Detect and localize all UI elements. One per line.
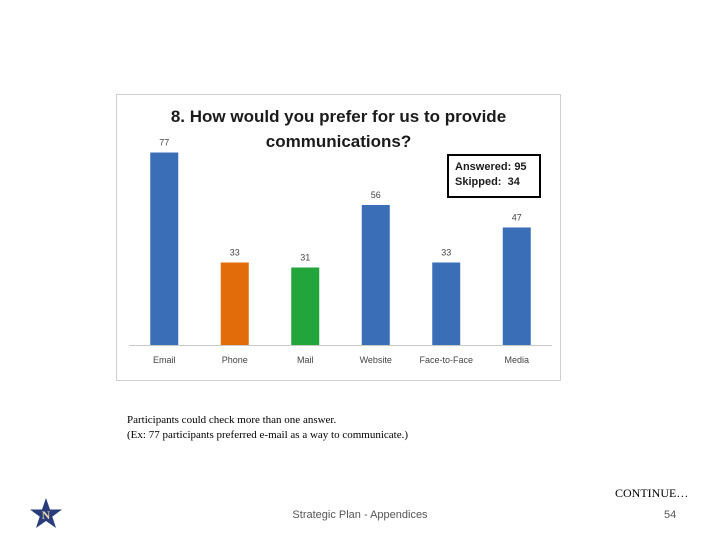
chart-title-line-1: 8. How would you prefer for us to provid… (170, 107, 507, 126)
category-label: Website (360, 355, 392, 365)
note-line-1: Participants could check more than one a… (127, 414, 337, 426)
data-label: 56 (371, 190, 381, 200)
category-label: Phone (222, 355, 248, 365)
answered-value: 95 (514, 161, 527, 173)
category-label: Face-to-Face (419, 355, 473, 365)
category-label: Mail (297, 355, 314, 365)
star-icon: N (30, 498, 62, 528)
bar-phone (220, 262, 249, 345)
bar-face-to-face (432, 262, 461, 345)
answered-label: Answered: (455, 161, 512, 173)
chart-frame: 8. How would you prefer for us to provid… (116, 94, 561, 381)
chart-title-line-2: communications? (265, 132, 412, 151)
bar-website (361, 205, 390, 345)
chart-notes: Participants could check more than one a… (127, 413, 408, 443)
bar-media (502, 227, 531, 345)
note-line-2: (Ex: 77 participants preferred e-mail as… (127, 429, 408, 441)
skipped-label: Skipped: (455, 176, 502, 188)
stats-box: Answered: 95 Skipped: 34 (447, 154, 541, 198)
category-label: Email (153, 355, 176, 365)
bar-chart: 77 Email 33 Phone 31 Mail 56 Website 33 Face-to-F… (129, 138, 552, 365)
skipped-value: 34 (507, 176, 520, 188)
logo-letter: N (42, 508, 51, 522)
continue-label: CONTINUE… (615, 486, 689, 500)
bar-email (150, 152, 179, 345)
data-label: 33 (441, 248, 451, 258)
data-label: 47 (512, 213, 522, 223)
category-label: Media (504, 355, 529, 365)
bar-mail (291, 267, 320, 345)
footer-text: Strategic Plan - Appendices (292, 509, 428, 521)
data-label: 77 (159, 138, 169, 148)
page-number: 54 (664, 509, 677, 521)
data-label: 33 (230, 248, 240, 258)
data-label: 31 (300, 253, 310, 263)
